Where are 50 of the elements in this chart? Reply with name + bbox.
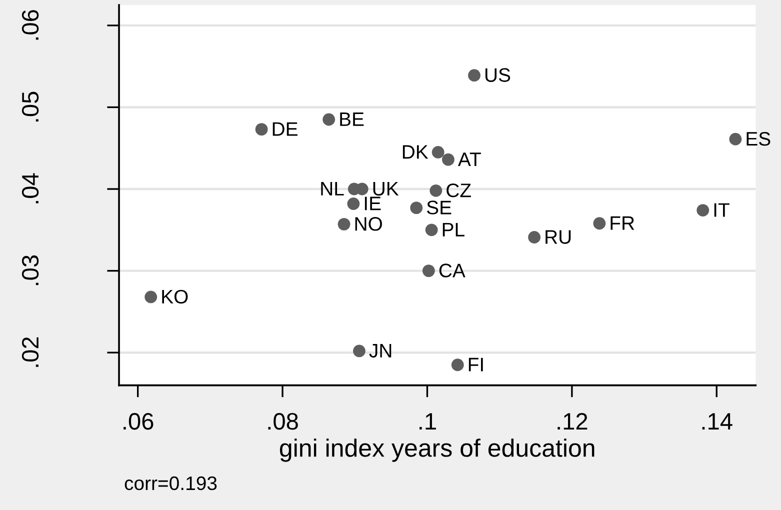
y-tick-label: .02 bbox=[22, 337, 39, 367]
annotation: FI bbox=[468, 358, 483, 372]
annotation: IT bbox=[714, 203, 730, 217]
point bbox=[468, 69, 480, 82]
annotation: CZ bbox=[446, 183, 471, 198]
annotation: IE bbox=[364, 196, 381, 210]
y-tick-label: .05 bbox=[22, 92, 39, 122]
x-tick-label: .1 bbox=[420, 413, 436, 430]
x-tick-label: .12 bbox=[558, 413, 588, 430]
point bbox=[353, 344, 366, 358]
annotation: JN bbox=[369, 344, 392, 358]
annotation: AT bbox=[458, 152, 481, 166]
x-tick-label: .06 bbox=[124, 413, 154, 430]
x-tick-label: .14 bbox=[702, 413, 732, 430]
point bbox=[442, 153, 454, 166]
point bbox=[410, 202, 423, 214]
annotation: DE bbox=[272, 122, 298, 136]
point bbox=[338, 218, 350, 230]
annotation: SE bbox=[426, 200, 452, 214]
point bbox=[593, 217, 606, 230]
annotation: NO bbox=[355, 217, 382, 231]
x-tick-label: .08 bbox=[268, 413, 298, 430]
point bbox=[729, 132, 742, 146]
point bbox=[144, 290, 158, 304]
annotation: FR bbox=[610, 216, 634, 230]
y-tick-label: .04 bbox=[22, 173, 39, 204]
annotation: DK bbox=[402, 145, 428, 159]
point bbox=[322, 113, 336, 126]
point bbox=[425, 224, 438, 236]
point bbox=[528, 231, 541, 244]
annotation: BE bbox=[340, 112, 364, 126]
point bbox=[347, 198, 360, 210]
y-tick-label: .06 bbox=[22, 10, 39, 40]
point bbox=[422, 264, 435, 278]
annotation: KO bbox=[162, 290, 188, 304]
point bbox=[432, 146, 444, 158]
point bbox=[451, 358, 464, 372]
annotation: PL bbox=[442, 222, 464, 236]
annotation: CA bbox=[439, 264, 466, 278]
point bbox=[696, 204, 710, 216]
annotation: ES bbox=[746, 132, 770, 146]
point bbox=[430, 184, 442, 197]
annotation: NL bbox=[321, 182, 344, 196]
x-axis-title: gini index years of education bbox=[280, 438, 594, 462]
point bbox=[255, 123, 268, 136]
annotation: US bbox=[485, 68, 510, 82]
annotation: UK bbox=[373, 182, 399, 196]
annotation: RU bbox=[546, 230, 571, 244]
y-tick-label: .03 bbox=[22, 255, 39, 286]
text: corr=0.193 bbox=[124, 476, 217, 490]
